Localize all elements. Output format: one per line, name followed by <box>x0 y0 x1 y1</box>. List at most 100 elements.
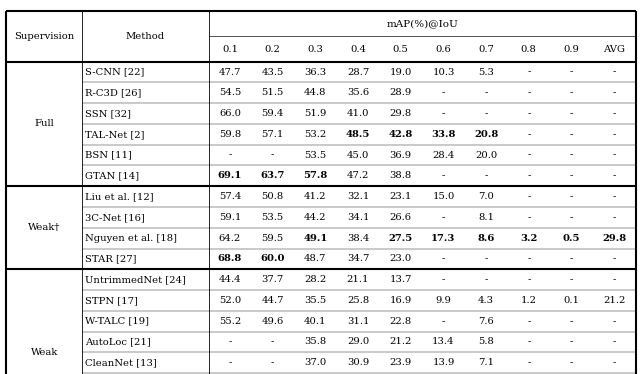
Text: 59.4: 59.4 <box>262 109 284 118</box>
Text: 51.9: 51.9 <box>304 109 326 118</box>
Text: 0.8: 0.8 <box>521 45 537 53</box>
Text: 64.2: 64.2 <box>219 234 241 243</box>
Text: -: - <box>271 337 275 346</box>
Text: 13.4: 13.4 <box>432 337 454 346</box>
Text: 13.7: 13.7 <box>390 275 412 284</box>
Text: -: - <box>612 88 616 97</box>
Text: 3.2: 3.2 <box>520 234 538 243</box>
Text: 49.1: 49.1 <box>303 234 328 243</box>
Text: 44.8: 44.8 <box>304 88 326 97</box>
Text: 28.7: 28.7 <box>347 68 369 77</box>
Text: -: - <box>228 151 232 160</box>
Text: -: - <box>271 358 275 367</box>
Text: -: - <box>484 275 488 284</box>
Text: 42.8: 42.8 <box>388 130 413 139</box>
Text: 35.6: 35.6 <box>347 88 369 97</box>
Text: -: - <box>527 254 531 263</box>
Text: -: - <box>612 192 616 201</box>
Text: 28.2: 28.2 <box>304 275 326 284</box>
Text: 7.1: 7.1 <box>478 358 494 367</box>
Text: 34.7: 34.7 <box>347 254 369 263</box>
Text: -: - <box>527 171 531 180</box>
Text: S-CNN [22]: S-CNN [22] <box>85 68 145 77</box>
Text: AVG: AVG <box>603 45 625 53</box>
Text: 23.0: 23.0 <box>390 254 412 263</box>
Text: 41.0: 41.0 <box>347 109 369 118</box>
Text: 0.9: 0.9 <box>564 45 579 53</box>
Text: Liu et al. [12]: Liu et al. [12] <box>85 192 154 201</box>
Text: -: - <box>570 88 573 97</box>
Text: 0.7: 0.7 <box>478 45 494 53</box>
Text: 59.8: 59.8 <box>219 130 241 139</box>
Text: 9.9: 9.9 <box>435 296 451 305</box>
Text: -: - <box>527 88 531 97</box>
Text: 8.1: 8.1 <box>478 213 494 222</box>
Text: -: - <box>570 109 573 118</box>
Text: UntrimmedNet [24]: UntrimmedNet [24] <box>85 275 186 284</box>
Text: 29.0: 29.0 <box>347 337 369 346</box>
Text: 22.8: 22.8 <box>390 317 412 326</box>
Text: 13.9: 13.9 <box>432 358 454 367</box>
Text: -: - <box>484 109 488 118</box>
Text: -: - <box>442 109 445 118</box>
Text: R-C3D [26]: R-C3D [26] <box>85 88 141 97</box>
Text: 0.2: 0.2 <box>265 45 280 53</box>
Text: 69.1: 69.1 <box>218 171 242 180</box>
Text: -: - <box>570 68 573 77</box>
Text: 44.7: 44.7 <box>261 296 284 305</box>
Text: 59.5: 59.5 <box>262 234 284 243</box>
Text: 0.6: 0.6 <box>436 45 451 53</box>
Text: TAL-Net [2]: TAL-Net [2] <box>85 130 145 139</box>
Text: 25.8: 25.8 <box>347 296 369 305</box>
Text: 48.5: 48.5 <box>346 130 370 139</box>
Text: -: - <box>527 192 531 201</box>
Text: -: - <box>271 151 275 160</box>
Text: 7.0: 7.0 <box>478 192 494 201</box>
Text: 45.0: 45.0 <box>347 151 369 160</box>
Text: W-TALC [19]: W-TALC [19] <box>85 317 149 326</box>
Text: -: - <box>484 254 488 263</box>
Text: -: - <box>527 275 531 284</box>
Text: 33.8: 33.8 <box>431 130 456 139</box>
Text: -: - <box>570 130 573 139</box>
Text: AutoLoc [21]: AutoLoc [21] <box>85 337 151 346</box>
Text: -: - <box>612 130 616 139</box>
Text: 16.9: 16.9 <box>390 296 412 305</box>
Text: 36.9: 36.9 <box>390 151 412 160</box>
Text: -: - <box>570 337 573 346</box>
Text: 43.5: 43.5 <box>262 68 284 77</box>
Text: -: - <box>527 109 531 118</box>
Text: 41.2: 41.2 <box>304 192 326 201</box>
Text: -: - <box>228 358 232 367</box>
Text: -: - <box>570 151 573 160</box>
Text: Weak†: Weak† <box>28 223 60 232</box>
Text: 47.7: 47.7 <box>219 68 241 77</box>
Text: 48.7: 48.7 <box>304 254 326 263</box>
Text: -: - <box>612 151 616 160</box>
Text: 57.8: 57.8 <box>303 171 328 180</box>
Text: -: - <box>612 317 616 326</box>
Text: 26.6: 26.6 <box>390 213 412 222</box>
Text: 47.2: 47.2 <box>347 171 369 180</box>
Text: GTAN [14]: GTAN [14] <box>85 171 140 180</box>
Text: 0.1: 0.1 <box>563 296 579 305</box>
Text: 50.8: 50.8 <box>262 192 284 201</box>
Text: 28.9: 28.9 <box>390 88 412 97</box>
Text: -: - <box>570 275 573 284</box>
Text: 29.8: 29.8 <box>602 234 626 243</box>
Text: 44.4: 44.4 <box>219 275 241 284</box>
Text: 4.3: 4.3 <box>478 296 494 305</box>
Text: -: - <box>442 88 445 97</box>
Text: 15.0: 15.0 <box>432 192 454 201</box>
Text: -: - <box>527 337 531 346</box>
Bar <box>6 11 636 62</box>
Text: 17.3: 17.3 <box>431 234 456 243</box>
Text: -: - <box>527 130 531 139</box>
Text: -: - <box>570 254 573 263</box>
Text: -: - <box>612 254 616 263</box>
Text: 19.0: 19.0 <box>390 68 412 77</box>
Text: 10.3: 10.3 <box>432 68 454 77</box>
Text: -: - <box>442 275 445 284</box>
Text: 0.5: 0.5 <box>563 234 580 243</box>
Text: 20.8: 20.8 <box>474 130 498 139</box>
